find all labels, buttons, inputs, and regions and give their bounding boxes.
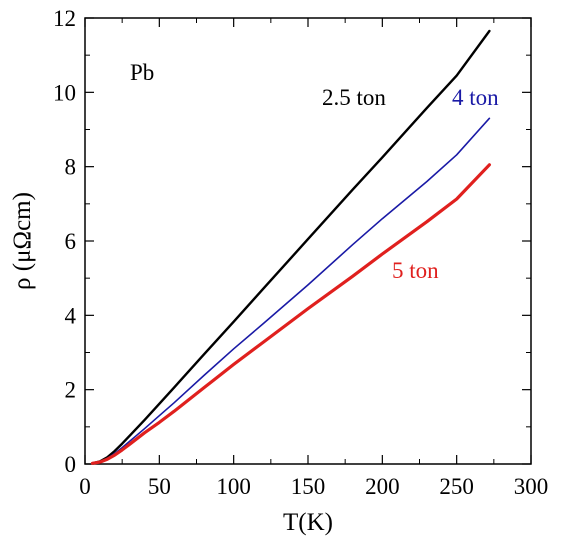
y-tick-label: 0: [65, 452, 77, 477]
x-tick-label: 150: [291, 474, 326, 499]
x-tick-label: 0: [79, 474, 91, 499]
tick-labels: 0 50 100 150 200 250 300 0 2 4 6 8 10 12: [53, 6, 548, 499]
series-line-5-ton: [90, 163, 491, 465]
x-tick-label: 200: [365, 474, 400, 499]
x-tick-label: 100: [216, 474, 251, 499]
x-tick-label: 250: [439, 474, 474, 499]
series-layer: [90, 29, 491, 465]
y-tick-label: 4: [65, 303, 77, 328]
y-tick-label: 6: [65, 229, 77, 254]
x-tick-label: 300: [514, 474, 549, 499]
axis-ticks: [84, 17, 532, 465]
y-tick-label: 10: [53, 80, 76, 105]
y-axis-title: ρ (μΩcm): [9, 192, 36, 290]
y-tick-label: 12: [53, 6, 76, 31]
y-tick-label: 2: [65, 378, 77, 403]
y-tick-label: 8: [65, 155, 77, 180]
annotation-2-5-ton: 2.5 ton: [322, 85, 386, 110]
x-tick-label: 50: [148, 474, 171, 499]
x-axis-title: T(K): [283, 509, 333, 536]
annotation-5-ton: 5 ton: [392, 258, 439, 283]
annotation-4-ton: 4 ton: [452, 85, 499, 110]
series-line-2-5-ton: [91, 29, 491, 465]
annotation-material: Pb: [130, 60, 154, 85]
